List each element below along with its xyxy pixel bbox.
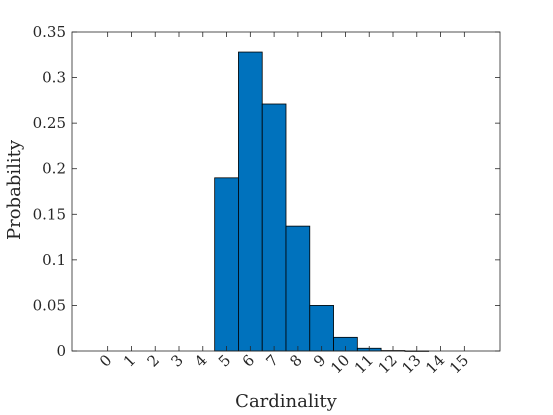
bar-8 [285,225,311,352]
y-tick-label: 0.35 [33,23,66,41]
x-tick-label: 9 [310,351,329,370]
x-tick-label: 0 [96,351,115,370]
y-tick-label: 0.3 [42,69,66,87]
x-tick-label: 3 [167,351,186,370]
plot-frame [71,31,501,352]
bars-group [214,51,430,352]
x-tick-label: 7 [262,351,281,370]
y-tick-label: 0.1 [42,251,66,269]
x-tick-label: 14 [422,351,448,377]
x-tick-label: 4 [191,351,210,370]
y-tick-label: 0.2 [42,160,66,178]
y-tick-label: 0.25 [33,114,66,132]
y-tick-label: 0.05 [33,296,66,314]
x-tick-label: 5 [215,351,234,370]
x-tick-label: 11 [351,351,377,377]
bar-6 [238,51,263,352]
x-axis-label: Cardinality [235,391,337,412]
y-tick-label: 0 [56,342,66,360]
x-tick-label: 13 [398,351,424,377]
x-tick-label: 10 [327,351,353,377]
x-tick-label: 6 [239,351,258,370]
bar-7 [261,103,287,352]
bar-9 [309,305,334,352]
x-tick-label: 12 [375,351,401,377]
y-tick-label: 0.15 [33,205,66,223]
x-tick-label: 2 [144,351,163,370]
bar-5 [214,177,239,352]
axes-group [71,31,501,352]
x-tick-label: 8 [286,351,305,370]
y-axis-label: Probability [4,139,25,240]
x-tick-label: 15 [446,351,472,377]
x-tick-label: 1 [120,351,139,370]
